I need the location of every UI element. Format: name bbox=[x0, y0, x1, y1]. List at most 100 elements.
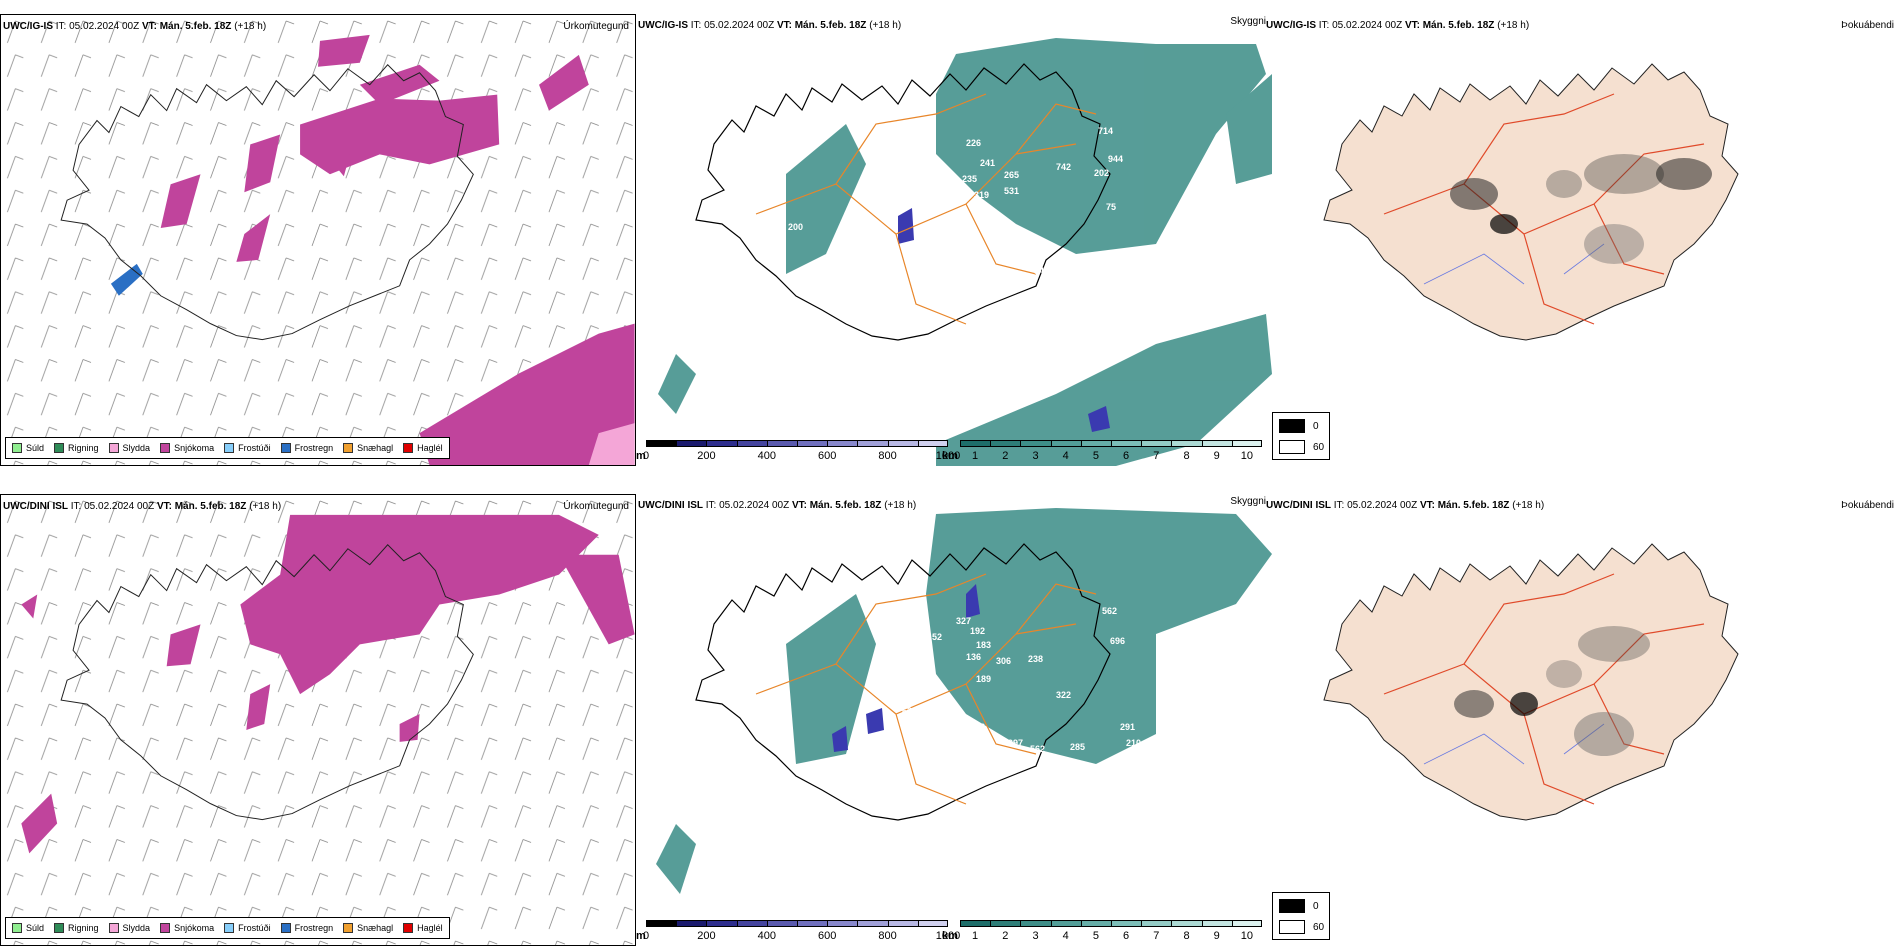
ceiling-label: 742 bbox=[1056, 162, 1071, 172]
scale-swatch bbox=[676, 440, 707, 447]
ceiling-label: 238 bbox=[1028, 654, 1043, 664]
ceiling-label: 202 bbox=[1094, 168, 1109, 178]
scale-tick: 3 bbox=[1032, 930, 1039, 942]
scale-swatch bbox=[960, 440, 991, 447]
scale-tick: 9 bbox=[1213, 450, 1220, 462]
legend-swatch bbox=[280, 923, 291, 933]
legend-item-frostúði: Frostúði bbox=[224, 443, 271, 453]
snow-areas bbox=[21, 514, 635, 854]
scale-swatch bbox=[917, 920, 948, 927]
legend-item-frostregn: Frostregn bbox=[280, 443, 334, 453]
legend-swatch bbox=[160, 923, 171, 933]
ceiling-label: 285 bbox=[1070, 742, 1085, 752]
scale-swatch bbox=[960, 920, 991, 927]
scale-swatch bbox=[1110, 440, 1142, 447]
ceiling-label: 212 bbox=[954, 244, 969, 254]
scale-tick: 1 bbox=[972, 450, 979, 462]
fog-swatch-60 bbox=[1279, 440, 1305, 454]
ceiling-label: 136 bbox=[966, 652, 981, 662]
scale-swatch bbox=[917, 440, 948, 447]
legend-swatch bbox=[224, 923, 235, 933]
legend-label: Slydda bbox=[122, 923, 151, 933]
legend-swatch bbox=[108, 443, 119, 453]
scale-swatch bbox=[1201, 920, 1232, 927]
scale-swatch bbox=[990, 440, 1021, 447]
legend-swatch bbox=[343, 443, 354, 453]
scale-swatch bbox=[990, 920, 1021, 927]
ceiling-label: 562 bbox=[1102, 606, 1117, 616]
scale-tick: 2 bbox=[1002, 450, 1009, 462]
scale-swatch bbox=[766, 920, 797, 927]
fog-legend: 0 60 bbox=[1272, 412, 1330, 460]
legend-swatch bbox=[12, 923, 22, 933]
scale-swatch bbox=[1231, 920, 1262, 927]
product-name: Þokuábendi bbox=[1841, 20, 1894, 31]
scale-tick: 9 bbox=[1213, 930, 1220, 942]
legend-item-slydda: Slydda bbox=[108, 923, 151, 933]
legend-label: Snæhagl bbox=[357, 443, 394, 453]
scale-tick: 1 bbox=[972, 930, 979, 942]
legend-swatch bbox=[403, 443, 414, 453]
legend-swatch bbox=[403, 923, 414, 933]
legend-item-súld: Súld bbox=[12, 923, 44, 933]
cloud-panel-row2: UWC/DINI ISL IT: 05.02.2024 00Z VT: Mán.… bbox=[636, 494, 1272, 946]
panel-title: UWC/DINI ISL IT: 05.02.2024 00Z VT: Mán.… bbox=[638, 500, 917, 511]
ceiling-label: 100 bbox=[880, 186, 895, 196]
legend-label: Haglél bbox=[417, 443, 443, 453]
product-name: Skyggni bbox=[1230, 16, 1266, 27]
legend-label: Rigning bbox=[68, 443, 99, 453]
legend-swatch bbox=[54, 923, 65, 933]
scale-swatch bbox=[857, 920, 888, 927]
legend-label: Slydda bbox=[122, 443, 151, 453]
ceiling-label: 75 bbox=[1106, 202, 1116, 212]
ceiling-label: 200 bbox=[788, 222, 803, 232]
scale-tick: 5 bbox=[1092, 930, 1099, 942]
panel-title: UWC/DINI ISL IT: 05.02.2024 00Z VT: Mán.… bbox=[3, 501, 282, 512]
ceiling-label: 327 bbox=[956, 616, 971, 626]
ceiling-label: 183 bbox=[976, 640, 991, 650]
legend-swatch bbox=[12, 443, 22, 453]
ceiling-label: 531 bbox=[1004, 186, 1019, 196]
ceiling-label: 943 bbox=[1112, 758, 1127, 768]
snow-areas bbox=[160, 34, 635, 465]
product-name: Úrkomutegund bbox=[563, 21, 629, 32]
precip-legend: Súld Rigning Slydda Snjókoma Frostúði Frostre… bbox=[5, 437, 450, 459]
scale-tick: 0 bbox=[642, 930, 650, 942]
scale-tick: 6 bbox=[1123, 930, 1130, 942]
legend-swatch bbox=[343, 923, 354, 933]
legend-item-haglél: Haglél bbox=[403, 443, 443, 453]
ceiling-label: 291 bbox=[1120, 722, 1135, 732]
product-name: Úrkomutegund bbox=[563, 501, 629, 512]
fog-swatch-60 bbox=[1279, 920, 1305, 934]
scale-swatch bbox=[1080, 920, 1111, 927]
scale-swatch bbox=[736, 920, 767, 927]
scale-tick: 4 bbox=[1062, 450, 1069, 462]
ceiling-scale: 0 200 400 600 800 1000 m 1 2 3 4 5 6 7 8 9 10 km bbox=[636, 438, 1272, 466]
scale-tick: 7 bbox=[1153, 450, 1160, 462]
legend-label: Snjókoma bbox=[174, 923, 215, 933]
scale-tick: 600 bbox=[818, 450, 837, 462]
scale-tick: 1000 bbox=[935, 450, 961, 462]
scale-tick: 0 bbox=[642, 450, 650, 462]
legend-item-rigning: Rigning bbox=[54, 923, 99, 933]
ceiling-label: 696 bbox=[1110, 636, 1125, 646]
ceiling-label: 189 bbox=[976, 674, 991, 684]
legend-item-snjókoma: Snjókoma bbox=[160, 923, 214, 933]
legend-swatch bbox=[108, 923, 119, 933]
ceiling-label: 183 bbox=[970, 722, 985, 732]
legend-label: Frostregn bbox=[294, 443, 334, 453]
scale-swatch bbox=[887, 920, 918, 927]
ceiling-label: 319 bbox=[974, 190, 989, 200]
legend-swatch bbox=[54, 443, 65, 453]
legend-label: Snæhagl bbox=[357, 923, 394, 933]
ceiling-label: 146 bbox=[904, 242, 919, 252]
scale-swatch bbox=[1020, 440, 1051, 447]
precip-map bbox=[1, 495, 635, 945]
fog-panel-row1: UWC/IG-IS IT: 05.02.2024 00Z VT: Mán. 5.… bbox=[1264, 14, 1900, 466]
fog-swatch-0 bbox=[1279, 899, 1305, 913]
ceiling-scale: 0 200 400 600 800 1000 m 1 2 3 4 5 6 7 8 9 10 km bbox=[636, 918, 1272, 946]
fog-map bbox=[1323, 543, 1739, 821]
scale-swatch bbox=[1231, 440, 1262, 447]
scale-tick: 400 bbox=[757, 450, 776, 462]
